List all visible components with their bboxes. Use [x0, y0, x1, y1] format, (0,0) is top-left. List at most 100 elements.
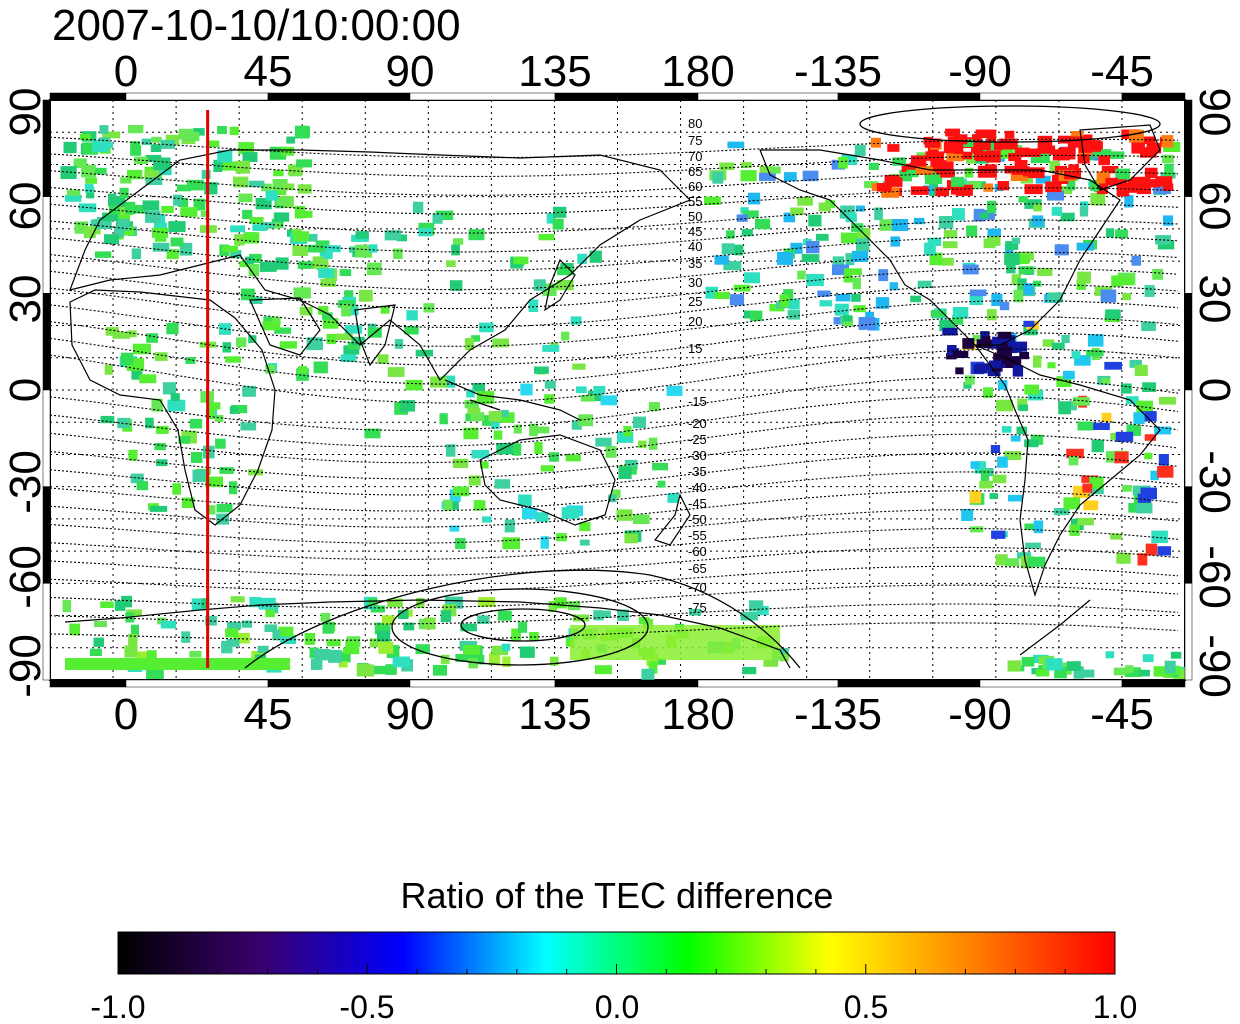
tec-patch: [241, 620, 252, 628]
tec-patch: [1079, 142, 1092, 153]
tec-patch: [380, 305, 390, 314]
coastline-japan: [544, 258, 576, 312]
tec-patch: [222, 342, 232, 353]
tec-patch: [1139, 669, 1150, 677]
tec-patch: [743, 210, 759, 218]
tec-patch: [1117, 276, 1133, 285]
south-pole-contour-inner: [460, 608, 586, 642]
tec-patch: [104, 364, 113, 375]
tec-patch: [466, 389, 475, 398]
tec-patch: [987, 228, 1001, 237]
tec-patch: [991, 293, 1003, 306]
tec-patch: [1118, 175, 1128, 188]
tec-patch: [384, 230, 402, 241]
tec-patch: [1155, 176, 1173, 187]
tec-patch: [260, 222, 275, 229]
tec-patch: [1105, 228, 1115, 238]
tec-patch: [440, 610, 452, 623]
contour-label: 15: [688, 341, 702, 356]
tec-patch: [471, 450, 490, 459]
tec-patch: [392, 656, 410, 668]
tec-patch: [370, 605, 385, 613]
tec-patch: [369, 244, 378, 253]
x-tick-label-bottom: -90: [948, 690, 1012, 739]
tec-patch: [1028, 148, 1041, 157]
tec-patch: [145, 177, 163, 185]
tec-patch: [1125, 396, 1139, 405]
tec-patch: [989, 493, 999, 500]
tec-patch: [975, 129, 988, 139]
tec-patch: [618, 466, 632, 479]
tec-patch: [322, 312, 333, 320]
north-pole-contour: [859, 105, 1161, 143]
tec-patch: [1011, 237, 1021, 244]
tec-patch: [1113, 667, 1126, 676]
tec-patch: [471, 335, 480, 342]
tec-patch: [489, 653, 501, 666]
tec-patch: [1068, 456, 1079, 466]
tec-patch: [924, 242, 936, 256]
tec-patch: [84, 183, 94, 193]
contour-label: 55: [688, 194, 702, 209]
tec-patch: [594, 665, 612, 675]
tec-patch: [1082, 669, 1095, 678]
contour-label: 20: [688, 314, 702, 329]
tec-patch: [652, 462, 668, 471]
magnetic-contour: [49, 395, 1179, 448]
tec-patch: [406, 310, 418, 321]
tec-patch: [249, 217, 264, 224]
tec-patch: [1018, 404, 1028, 412]
tec-patch: [307, 244, 324, 253]
tec-patch: [974, 461, 986, 474]
tec-patch: [112, 331, 131, 339]
tec-patch: [151, 398, 163, 412]
tec-patch: [929, 252, 943, 266]
tec-patch: [95, 167, 107, 175]
tec-patch: [502, 656, 511, 668]
tec-patch: [1058, 401, 1071, 415]
tec-patch: [617, 609, 629, 621]
coastline-antarctica: [64, 599, 1091, 669]
tec-patch: [134, 205, 149, 214]
contour-label: 80: [688, 116, 702, 131]
tec-patch: [617, 431, 634, 443]
tec-patch: [1157, 466, 1174, 478]
tec-patch: [1143, 179, 1161, 188]
tec-patch: [1028, 389, 1044, 401]
tec-patch: [292, 231, 309, 242]
tec-patch: [168, 221, 186, 233]
tec-patch: [832, 256, 844, 269]
tec-patch: [1007, 660, 1021, 672]
tec-patch: [533, 279, 546, 291]
tec-patch: [504, 519, 515, 533]
tec-patch: [83, 226, 96, 239]
tec-patch: [1170, 651, 1182, 659]
tec-patch: [783, 212, 796, 223]
tec-patch: [841, 154, 858, 165]
x-tick-label-top: -135: [794, 47, 882, 96]
tec-patch: [205, 476, 223, 488]
tec-patch: [833, 317, 844, 325]
tec-patch: [343, 647, 360, 655]
tec-patch: [1162, 154, 1174, 163]
x-tick-label-bottom: 180: [661, 690, 734, 739]
frame-bar-left: [42, 583, 51, 681]
tec-patch: [233, 633, 250, 644]
tec-patch: [624, 459, 638, 470]
tec-patch: [939, 161, 954, 173]
tec-patch: [1025, 542, 1041, 549]
tec-patch: [623, 426, 632, 437]
tec-patch: [1111, 275, 1123, 287]
tec-patch: [272, 186, 287, 195]
tec-patch: [595, 437, 612, 447]
tec-patch: [201, 598, 210, 609]
tec-patch: [938, 216, 954, 229]
tec-patch: [1054, 244, 1069, 256]
tec-patch: [146, 650, 157, 660]
tec-patch: [150, 144, 162, 152]
tec-patch: [997, 331, 1012, 339]
tec-patch: [1090, 179, 1100, 191]
tec-patch: [1024, 523, 1042, 530]
tec-patch: [240, 422, 257, 431]
tec-patch: [1087, 334, 1104, 347]
